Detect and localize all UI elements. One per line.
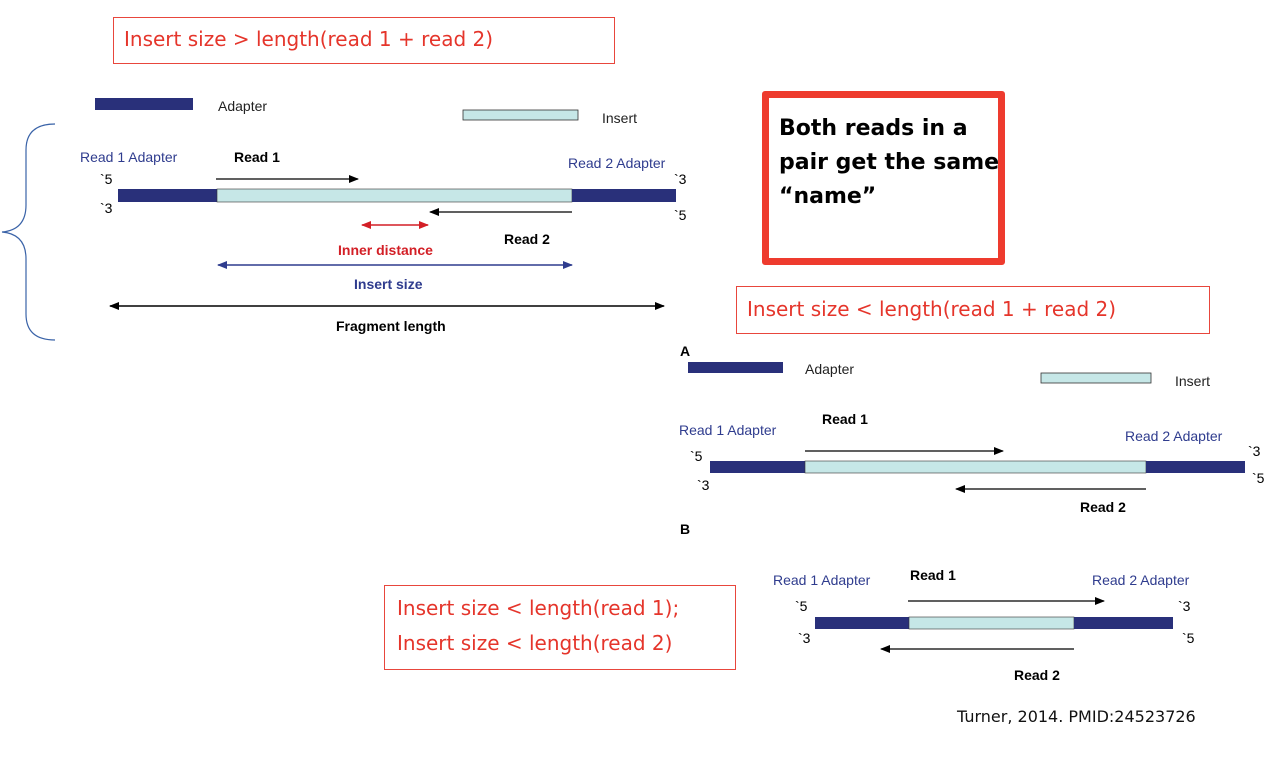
panel-a-label: A (680, 343, 690, 359)
panel-a-legend-insert-swatch (1040, 372, 1152, 384)
mid-caption-box: Insert size < length(read 1 + read 2) (736, 286, 1210, 334)
panel-a-read1-adapter-label: Read 1 Adapter (679, 422, 777, 438)
panel-a-end-3-right: `3 (1248, 443, 1261, 459)
inner-distance-label: Inner distance (338, 242, 433, 258)
panel-a-left-adapter-bar (710, 461, 805, 473)
insert-bar (216, 188, 573, 203)
panel-b-read2-adapter-label: Read 2 Adapter (1092, 572, 1190, 588)
end-5-left: `5 (100, 171, 113, 187)
panel-a-insert-bar (804, 460, 1147, 474)
top-caption-box: Insert size > length(read 1 + read 2) (113, 17, 615, 64)
panel-a-end-5-left: `5 (690, 448, 703, 464)
panel-b-end-5-right: `5 (1182, 630, 1195, 646)
panel-a-read2-adapter-label: Read 2 Adapter (1125, 428, 1223, 444)
mid-caption: Insert size < length(read 1 + read 2) (747, 297, 1117, 321)
legend-insert-label: Insert (602, 110, 637, 126)
panel-b-insert-bar (908, 616, 1075, 630)
panel-a-legend-insert-label: Insert (1175, 373, 1210, 389)
end-5-right: `5 (674, 207, 687, 223)
read2-label: Read 2 (504, 231, 550, 247)
panel-b-right-adapter-bar (1074, 617, 1173, 629)
panel-a-legend-adapter-swatch (688, 362, 783, 373)
insert-size-label: Insert size (354, 276, 423, 292)
legend-adapter-swatch (95, 98, 193, 110)
panel-a-read1-label: Read 1 (822, 411, 868, 427)
bottom-caption-box: Insert size < length(read 1); Insert siz… (384, 585, 736, 670)
panel-a-read2-label: Read 2 (1080, 499, 1126, 515)
panel-a-end-3-left: `3 (697, 477, 710, 493)
panel-b-end-3-right: `3 (1178, 598, 1191, 614)
left-adapter-bar (118, 189, 217, 202)
callout-text: Both reads in a pair get the same “name” (779, 116, 1000, 209)
panel-a-right-adapter-bar (1146, 461, 1245, 473)
callout-box: Both reads in a pair get the same “name” (762, 91, 1005, 265)
right-adapter-bar (572, 189, 676, 202)
citation: Turner, 2014. PMID:24523726 (957, 707, 1196, 726)
end-3-left: `3 (100, 200, 113, 216)
panel-b-read1-adapter-label: Read 1 Adapter (773, 572, 871, 588)
left-brace (1, 123, 56, 341)
panel-b-end-3-left: `3 (798, 630, 811, 646)
panel-b-read1-label: Read 1 (910, 567, 956, 583)
panel-a-legend-adapter-label: Adapter (805, 361, 854, 377)
bottom-caption-line1: Insert size < length(read 1); (397, 596, 680, 620)
panel-b-read2-label: Read 2 (1014, 667, 1060, 683)
legend-insert-swatch (462, 109, 579, 121)
top-caption: Insert size > length(read 1 + read 2) (124, 27, 494, 51)
end-3-right: `3 (674, 171, 687, 187)
read1-adapter-label: Read 1 Adapter (80, 149, 178, 165)
read2-adapter-label: Read 2 Adapter (568, 155, 666, 171)
panel-b-label: B (680, 521, 690, 537)
panel-b-end-5-left: `5 (795, 598, 808, 614)
read1-label: Read 1 (234, 149, 280, 165)
panel-a-end-5-right: `5 (1252, 470, 1265, 486)
bottom-caption-line2: Insert size < length(read 2) (397, 631, 673, 655)
legend-adapter-label: Adapter (218, 98, 267, 114)
fragment-length-label: Fragment length (336, 318, 446, 334)
panel-b-left-adapter-bar (815, 617, 909, 629)
